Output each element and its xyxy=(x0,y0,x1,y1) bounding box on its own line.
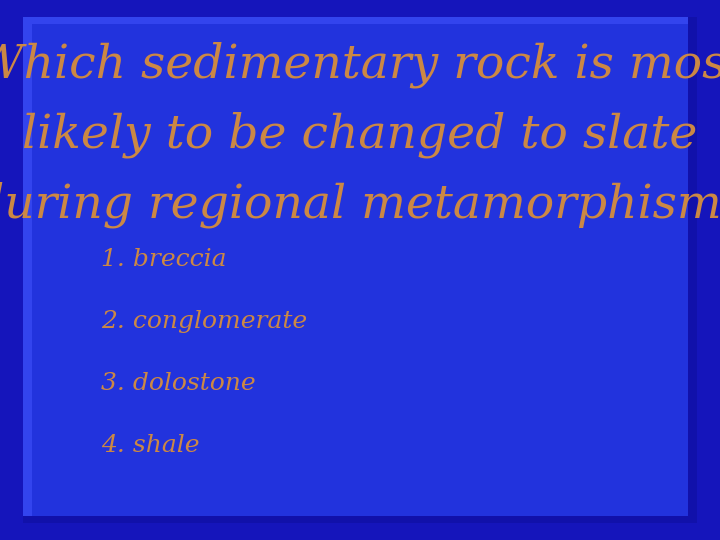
Text: Which sedimentary rock is most: Which sedimentary rock is most xyxy=(0,42,720,88)
Bar xyxy=(688,17,697,523)
Text: 4. shale: 4. shale xyxy=(101,434,199,457)
Text: 3. dolostone: 3. dolostone xyxy=(101,372,256,395)
Bar xyxy=(23,516,697,523)
Text: 1. breccia: 1. breccia xyxy=(101,248,226,271)
Text: 2. conglomerate: 2. conglomerate xyxy=(101,310,307,333)
Bar xyxy=(23,17,697,24)
Text: during regional metamorphism?: during regional metamorphism? xyxy=(0,182,720,228)
Bar xyxy=(23,17,32,523)
Text: likely to be changed to slate: likely to be changed to slate xyxy=(22,112,698,158)
